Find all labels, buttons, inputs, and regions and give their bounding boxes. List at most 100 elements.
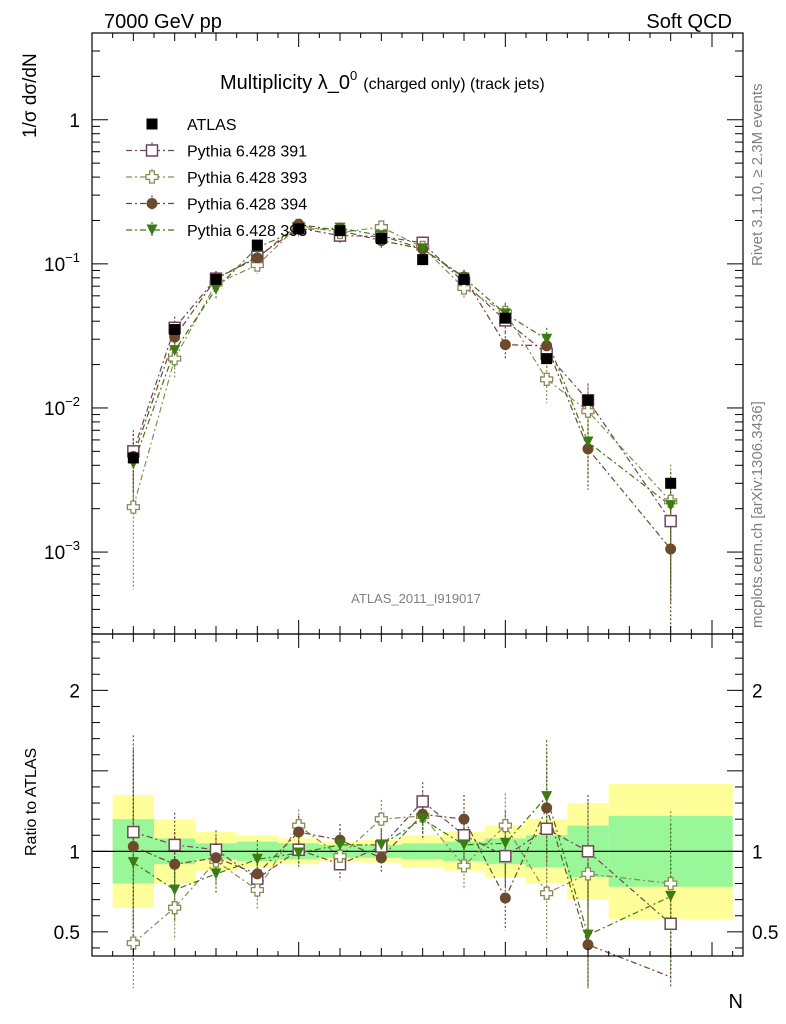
legend-item: ATLAS	[146, 117, 237, 134]
legend-marker	[145, 144, 159, 157]
series-pythia-6-428-394-ratio-point	[293, 826, 305, 838]
plot-title-main: Multiplicity λ_0	[220, 72, 350, 94]
header-right-label: Soft QCD	[646, 11, 732, 33]
series-pythia-6-428-395-ratio-point	[665, 890, 677, 902]
legend-label: Pythia 6.428 393	[187, 170, 307, 187]
y-tick-label-base: 10	[44, 399, 65, 420]
main-panel: 10−310−210−11	[44, 32, 744, 635]
series-pythia-6-428-394-point	[251, 252, 263, 264]
series-pythia-6-428-394-point	[665, 543, 677, 555]
x-axis-title: N	[729, 991, 743, 1013]
atlas-data-point	[582, 394, 594, 406]
series-pythia-6-428-391-ratio-point	[540, 822, 553, 836]
y-tick-label-base: 10	[44, 255, 65, 276]
series-pythia-6-428-395-ratio-point	[582, 929, 594, 941]
series-pythia-6-428-394-ratio-point	[169, 858, 181, 870]
y-tick-label-exponent: −2	[65, 394, 80, 409]
y-tick-label-top: 10−3	[44, 538, 80, 564]
series-pythia-6-428-391-point	[664, 514, 677, 528]
y-tick-label-exponent: −3	[65, 538, 80, 553]
ratio-panel-frame	[91, 633, 744, 957]
series-pythia-6-428-395-ratio-point	[499, 837, 511, 849]
series-pythia-6-428-393-ratio-point	[168, 901, 182, 915]
series-pythia-6-428-393-point	[126, 500, 140, 514]
series-pythia-6-428-393-ratio-point	[457, 859, 471, 873]
legend-label: Pythia 6.428 394	[187, 197, 307, 214]
y-tick-label-base: 10	[44, 543, 65, 564]
series-pythia-6-428-394-point	[541, 340, 553, 352]
atlas-data-point	[499, 312, 511, 324]
series-pythia-6-428-393-point	[540, 372, 554, 386]
series-pythia-6-428-395-ratio-point	[375, 839, 387, 851]
series-pythia-6-428-391-ratio-point	[664, 917, 677, 931]
series-pythia-6-428-393-line	[132, 224, 672, 508]
header-left-label: 7000 GeV pp	[104, 11, 222, 33]
series-pythia-6-428-393-ratio-point	[498, 818, 512, 833]
legend-item: Pythia 6.428 395	[126, 222, 307, 240]
atlas-data-point	[375, 232, 387, 244]
legend-marker	[146, 198, 158, 209]
series-pythia-6-428-395-ratio-point	[251, 853, 263, 865]
y-tick-label-top: 10−2	[44, 394, 80, 420]
series-pythia-6-428-394-ratio-point	[210, 852, 222, 864]
y-tick-label-top: 1	[69, 111, 80, 132]
legend-marker	[145, 170, 159, 184]
atlas-data-point	[417, 254, 429, 266]
series-pythia-6-428-395-ratio-point	[417, 813, 429, 825]
series-pythia-6-428-391-ratio-point	[581, 845, 595, 858]
y-tick-label-bottom-right: 0.5	[752, 923, 778, 944]
y-tick-label-top: 10−1	[44, 250, 80, 276]
series-pythia-6-428-393-point	[581, 404, 595, 418]
series-pythia-6-428-393-ratio-point	[374, 812, 388, 826]
plot-title-superscript: 0	[350, 68, 357, 83]
series-pythia-6-428-391-line	[132, 227, 672, 522]
y-axis-title-bottom: Ratio to ATLAS	[23, 748, 40, 856]
y-tick-label-exponent: −1	[65, 250, 80, 265]
series-pythia-6-428-393-ratio-point	[250, 883, 264, 897]
legend-item: Pythia 6.428 393	[126, 169, 307, 187]
plot-title-tail: (charged only) (track jets)	[363, 76, 544, 93]
y-tick-label-bottom-right: 1	[752, 842, 763, 863]
y-tick-label-bottom-left: 1	[69, 842, 80, 863]
legend-item: Pythia 6.428 391	[126, 142, 307, 161]
rivet-version-label: Rivet 3.1.10, ≥ 2.3M events	[749, 84, 766, 267]
atlas-data-point	[293, 223, 305, 235]
series-pythia-6-428-395-ratio-point	[458, 839, 470, 851]
atlas-data-point	[169, 324, 181, 336]
atlas-data-point	[541, 353, 553, 365]
series-pythia-6-428-394-ratio-point	[582, 939, 594, 951]
series-pythia-6-428-394-point	[582, 443, 594, 455]
atlas-data-point	[665, 477, 677, 489]
series-pythia-6-428-391-ratio-point	[127, 825, 140, 839]
series-pythia-6-428-393-ratio-point	[540, 886, 554, 900]
analysis-watermark: ATLAS_2011_I919017	[351, 591, 481, 606]
legend-marker	[146, 118, 158, 130]
series-pythia-6-428-393-ratio-point	[333, 849, 347, 863]
legend-label: ATLAS	[187, 117, 237, 134]
series-pythia-6-428-394-ratio-point	[251, 868, 263, 880]
series-pythia-6-428-393-point	[457, 281, 471, 295]
legend-label: Pythia 6.428 391	[187, 144, 307, 161]
series-pythia-6-428-395-point	[665, 500, 677, 512]
y-axis-title-top: 1/σ dσ/dN	[20, 53, 41, 138]
mcplots-reference-label: mcplots.cern.ch [arXiv:1306.3436]	[749, 401, 766, 628]
series-pythia-6-428-394-ratio-point	[541, 802, 553, 814]
series-pythia-6-428-395-ratio-point	[169, 884, 181, 896]
plot-title: Multiplicity λ_00 (charged only) (track j…	[220, 68, 545, 94]
series-pythia-6-428-395-point	[210, 283, 222, 295]
series-pythia-6-428-395-ratio-point	[541, 791, 553, 803]
series-pythia-6-428-393-ratio-point	[664, 876, 678, 891]
series-pythia-6-428-395-point	[417, 243, 429, 255]
series-pythia-6-428-395-ratio-point	[210, 868, 222, 880]
legend-item: Pythia 6.428 394	[126, 195, 307, 214]
atlas-data-point	[251, 239, 263, 251]
series-pythia-6-428-393-ratio-point	[581, 867, 595, 881]
atlas-data-point	[334, 225, 346, 237]
series-pythia-6-428-394-ratio-point	[375, 852, 387, 864]
series-pythia-6-428-391-ratio-point	[168, 838, 181, 852]
series-pythia-6-428-391-ratio-point	[457, 829, 471, 842]
series-pythia-6-428-391-ratio-point	[416, 795, 429, 808]
series-pythia-6-428-395-ratio-point	[334, 839, 346, 851]
y-tick-label-bottom-right: 2	[752, 681, 763, 702]
